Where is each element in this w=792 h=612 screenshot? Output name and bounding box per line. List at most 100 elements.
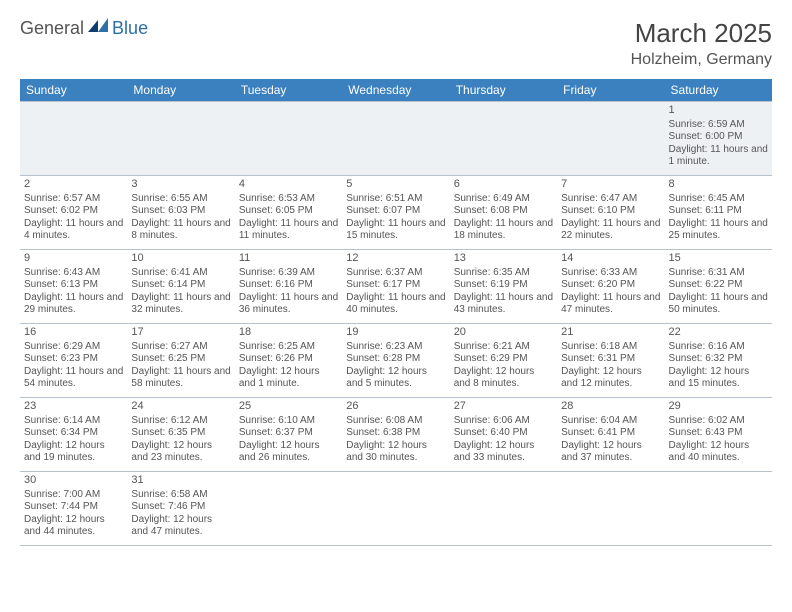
calendar-cell: 24Sunrise: 6:12 AMSunset: 6:35 PMDayligh… — [127, 398, 234, 472]
calendar-cell: 13Sunrise: 6:35 AMSunset: 6:19 PMDayligh… — [450, 250, 557, 324]
calendar-cell: 27Sunrise: 6:06 AMSunset: 6:40 PMDayligh… — [450, 398, 557, 472]
calendar-cell: 3Sunrise: 6:55 AMSunset: 6:03 PMDaylight… — [127, 176, 234, 250]
logo-text-general: General — [20, 18, 84, 39]
calendar-cell: 19Sunrise: 6:23 AMSunset: 6:28 PMDayligh… — [342, 324, 449, 398]
daylight-text: Daylight: 11 hours and 32 minutes. — [131, 292, 230, 317]
daylight-text: Daylight: 12 hours and 40 minutes. — [669, 440, 768, 465]
daylight-text: Daylight: 11 hours and 40 minutes. — [346, 292, 445, 317]
sunrise-text: Sunrise: 6:14 AM — [24, 415, 123, 428]
calendar-cell: 5Sunrise: 6:51 AMSunset: 6:07 PMDaylight… — [342, 176, 449, 250]
calendar-cell: 12Sunrise: 6:37 AMSunset: 6:17 PMDayligh… — [342, 250, 449, 324]
calendar-cell — [557, 102, 664, 176]
daylight-text: Daylight: 12 hours and 33 minutes. — [454, 440, 553, 465]
calendar-row: 9Sunrise: 6:43 AMSunset: 6:13 PMDaylight… — [20, 250, 772, 324]
day-number: 10 — [131, 252, 230, 266]
daylight-text: Daylight: 11 hours and 1 minute. — [669, 144, 768, 169]
day-number: 6 — [454, 178, 553, 192]
daylight-text: Daylight: 12 hours and 8 minutes. — [454, 366, 553, 391]
sunset-text: Sunset: 6:28 PM — [346, 353, 445, 366]
sunrise-text: Sunrise: 6:21 AM — [454, 341, 553, 354]
day-number: 12 — [346, 252, 445, 266]
sunrise-text: Sunrise: 6:04 AM — [561, 415, 660, 428]
calendar-cell: 7Sunrise: 6:47 AMSunset: 6:10 PMDaylight… — [557, 176, 664, 250]
sunrise-text: Sunrise: 6:35 AM — [454, 267, 553, 280]
calendar-cell — [127, 102, 234, 176]
daylight-text: Daylight: 11 hours and 29 minutes. — [24, 292, 123, 317]
day-number: 30 — [24, 474, 123, 488]
calendar-cell: 11Sunrise: 6:39 AMSunset: 6:16 PMDayligh… — [235, 250, 342, 324]
sunset-text: Sunset: 6:20 PM — [561, 279, 660, 292]
day-number: 2 — [24, 178, 123, 192]
calendar-cell: 28Sunrise: 6:04 AMSunset: 6:41 PMDayligh… — [557, 398, 664, 472]
day-number: 5 — [346, 178, 445, 192]
calendar-cell: 9Sunrise: 6:43 AMSunset: 6:13 PMDaylight… — [20, 250, 127, 324]
day-number: 11 — [239, 252, 338, 266]
daylight-text: Daylight: 12 hours and 12 minutes. — [561, 366, 660, 391]
day-number: 24 — [131, 400, 230, 414]
daylight-text: Daylight: 11 hours and 50 minutes. — [669, 292, 768, 317]
sunset-text: Sunset: 6:19 PM — [454, 279, 553, 292]
sunset-text: Sunset: 6:05 PM — [239, 205, 338, 218]
calendar-table: Sunday Monday Tuesday Wednesday Thursday… — [20, 79, 772, 546]
sunrise-text: Sunrise: 6:25 AM — [239, 341, 338, 354]
sunrise-text: Sunrise: 6:29 AM — [24, 341, 123, 354]
calendar-cell: 26Sunrise: 6:08 AMSunset: 6:38 PMDayligh… — [342, 398, 449, 472]
sunrise-text: Sunrise: 6:33 AM — [561, 267, 660, 280]
calendar-cell — [20, 102, 127, 176]
calendar-cell: 16Sunrise: 6:29 AMSunset: 6:23 PMDayligh… — [20, 324, 127, 398]
daylight-text: Daylight: 12 hours and 5 minutes. — [346, 366, 445, 391]
calendar-cell: 30Sunrise: 7:00 AMSunset: 7:44 PMDayligh… — [20, 472, 127, 546]
calendar-cell: 25Sunrise: 6:10 AMSunset: 6:37 PMDayligh… — [235, 398, 342, 472]
sunset-text: Sunset: 6:13 PM — [24, 279, 123, 292]
calendar-cell: 2Sunrise: 6:57 AMSunset: 6:02 PMDaylight… — [20, 176, 127, 250]
calendar-cell: 14Sunrise: 6:33 AMSunset: 6:20 PMDayligh… — [557, 250, 664, 324]
sunset-text: Sunset: 6:07 PM — [346, 205, 445, 218]
col-friday: Friday — [557, 79, 664, 102]
calendar-row: 23Sunrise: 6:14 AMSunset: 6:34 PMDayligh… — [20, 398, 772, 472]
sunrise-text: Sunrise: 6:47 AM — [561, 193, 660, 206]
sunrise-text: Sunrise: 6:27 AM — [131, 341, 230, 354]
col-sunday: Sunday — [20, 79, 127, 102]
calendar-cell — [235, 102, 342, 176]
calendar-cell: 6Sunrise: 6:49 AMSunset: 6:08 PMDaylight… — [450, 176, 557, 250]
sunrise-text: Sunrise: 6:59 AM — [669, 119, 768, 132]
daylight-text: Daylight: 12 hours and 23 minutes. — [131, 440, 230, 465]
sunset-text: Sunset: 6:40 PM — [454, 427, 553, 440]
calendar-cell — [342, 102, 449, 176]
sunset-text: Sunset: 6:41 PM — [561, 427, 660, 440]
day-number: 27 — [454, 400, 553, 414]
calendar-cell: 21Sunrise: 6:18 AMSunset: 6:31 PMDayligh… — [557, 324, 664, 398]
daylight-text: Daylight: 12 hours and 30 minutes. — [346, 440, 445, 465]
logo: General Blue — [20, 18, 148, 39]
day-number: 1 — [669, 104, 768, 118]
day-number: 3 — [131, 178, 230, 192]
sunset-text: Sunset: 6:31 PM — [561, 353, 660, 366]
col-tuesday: Tuesday — [235, 79, 342, 102]
daylight-text: Daylight: 11 hours and 11 minutes. — [239, 218, 338, 243]
daylight-text: Daylight: 11 hours and 22 minutes. — [561, 218, 660, 243]
daylight-text: Daylight: 12 hours and 44 minutes. — [24, 514, 123, 539]
day-number: 21 — [561, 326, 660, 340]
calendar-cell — [342, 472, 449, 546]
calendar-cell — [450, 102, 557, 176]
sunrise-text: Sunrise: 6:51 AM — [346, 193, 445, 206]
sunrise-text: Sunrise: 6:12 AM — [131, 415, 230, 428]
sunset-text: Sunset: 6:17 PM — [346, 279, 445, 292]
calendar-cell: 4Sunrise: 6:53 AMSunset: 6:05 PMDaylight… — [235, 176, 342, 250]
sunset-text: Sunset: 6:32 PM — [669, 353, 768, 366]
month-title: March 2025 — [631, 18, 772, 49]
sunrise-text: Sunrise: 6:45 AM — [669, 193, 768, 206]
day-number: 26 — [346, 400, 445, 414]
day-number: 8 — [669, 178, 768, 192]
calendar-cell — [235, 472, 342, 546]
sunrise-text: Sunrise: 6:53 AM — [239, 193, 338, 206]
daylight-text: Daylight: 11 hours and 25 minutes. — [669, 218, 768, 243]
daylight-text: Daylight: 12 hours and 19 minutes. — [24, 440, 123, 465]
sunrise-text: Sunrise: 6:18 AM — [561, 341, 660, 354]
sunrise-text: Sunrise: 6:16 AM — [669, 341, 768, 354]
calendar-row: 2Sunrise: 6:57 AMSunset: 6:02 PMDaylight… — [20, 176, 772, 250]
calendar-cell: 15Sunrise: 6:31 AMSunset: 6:22 PMDayligh… — [665, 250, 772, 324]
daylight-text: Daylight: 12 hours and 37 minutes. — [561, 440, 660, 465]
sunset-text: Sunset: 6:16 PM — [239, 279, 338, 292]
sunrise-text: Sunrise: 6:31 AM — [669, 267, 768, 280]
